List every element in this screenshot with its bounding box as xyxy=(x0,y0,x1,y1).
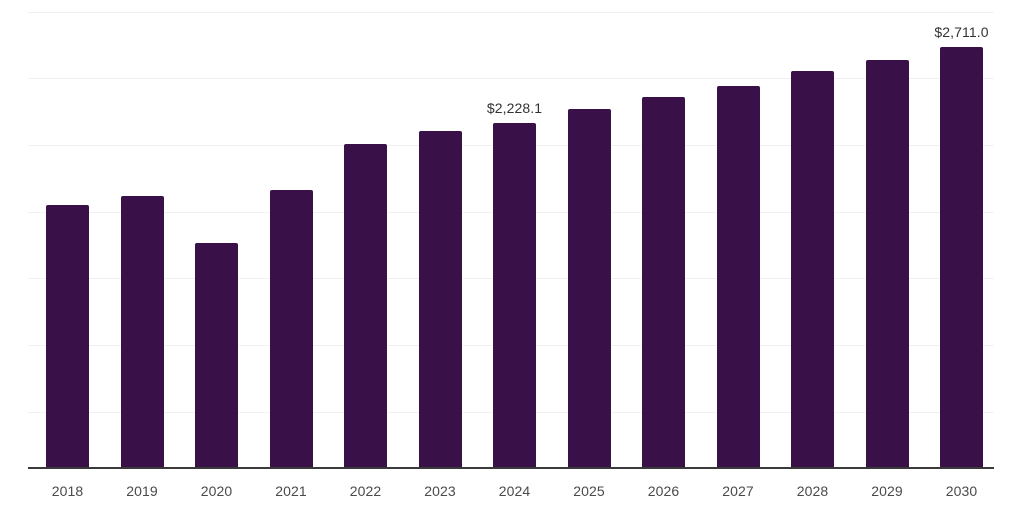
x-tick-label-2019: 2019 xyxy=(126,483,158,499)
bar-group: $2,711.0 xyxy=(934,0,989,468)
x-tick-label-2029: 2029 xyxy=(871,483,903,499)
x-tick-label-2027: 2027 xyxy=(722,483,754,499)
bar[interactable] xyxy=(865,60,909,468)
bar-group xyxy=(269,0,313,468)
bar-group xyxy=(642,0,685,468)
bar-group: $2,228.1 xyxy=(487,0,542,468)
x-tick-label-2022: 2022 xyxy=(349,483,382,499)
bar[interactable] xyxy=(642,97,685,468)
bar[interactable] xyxy=(46,205,89,468)
x-tick-label-2024: 2024 xyxy=(498,483,531,499)
bar[interactable] xyxy=(120,196,164,468)
bar-value-label: $2,228.1 xyxy=(486,100,543,116)
bar[interactable] xyxy=(269,190,313,468)
bar[interactable] xyxy=(493,123,536,468)
bar[interactable] xyxy=(716,86,760,468)
bar-value-label: $2,711.0 xyxy=(934,24,989,40)
bar-group xyxy=(46,0,89,468)
bar-group xyxy=(716,0,760,468)
x-axis-line xyxy=(28,467,994,469)
bar-group xyxy=(567,0,611,468)
x-tick-label-2026: 2026 xyxy=(647,483,680,499)
bar[interactable] xyxy=(791,71,834,468)
bar-group xyxy=(791,0,834,468)
bar-group xyxy=(418,0,462,468)
x-tick-label-2028: 2028 xyxy=(796,483,829,499)
x-tick-label-2020: 2020 xyxy=(200,483,233,499)
bar[interactable] xyxy=(344,144,387,468)
bar[interactable] xyxy=(195,243,238,468)
plot-area: $2,228.1 $2,711.0 xyxy=(46,0,989,468)
x-tick-label-2030: 2030 xyxy=(945,483,978,499)
bar-group xyxy=(344,0,387,468)
bar-group xyxy=(120,0,164,468)
bar[interactable] xyxy=(567,109,611,468)
bar[interactable] xyxy=(418,131,462,468)
x-tick-label-2021: 2021 xyxy=(275,483,307,499)
bar-group xyxy=(865,0,909,468)
gridline xyxy=(28,78,994,79)
x-tick-label-2023: 2023 xyxy=(424,483,456,499)
gridline xyxy=(28,12,994,13)
x-tick-label-2025: 2025 xyxy=(573,483,605,499)
bar-group xyxy=(195,0,238,468)
x-tick-label-2018: 2018 xyxy=(51,483,84,499)
bar[interactable] xyxy=(940,47,983,468)
